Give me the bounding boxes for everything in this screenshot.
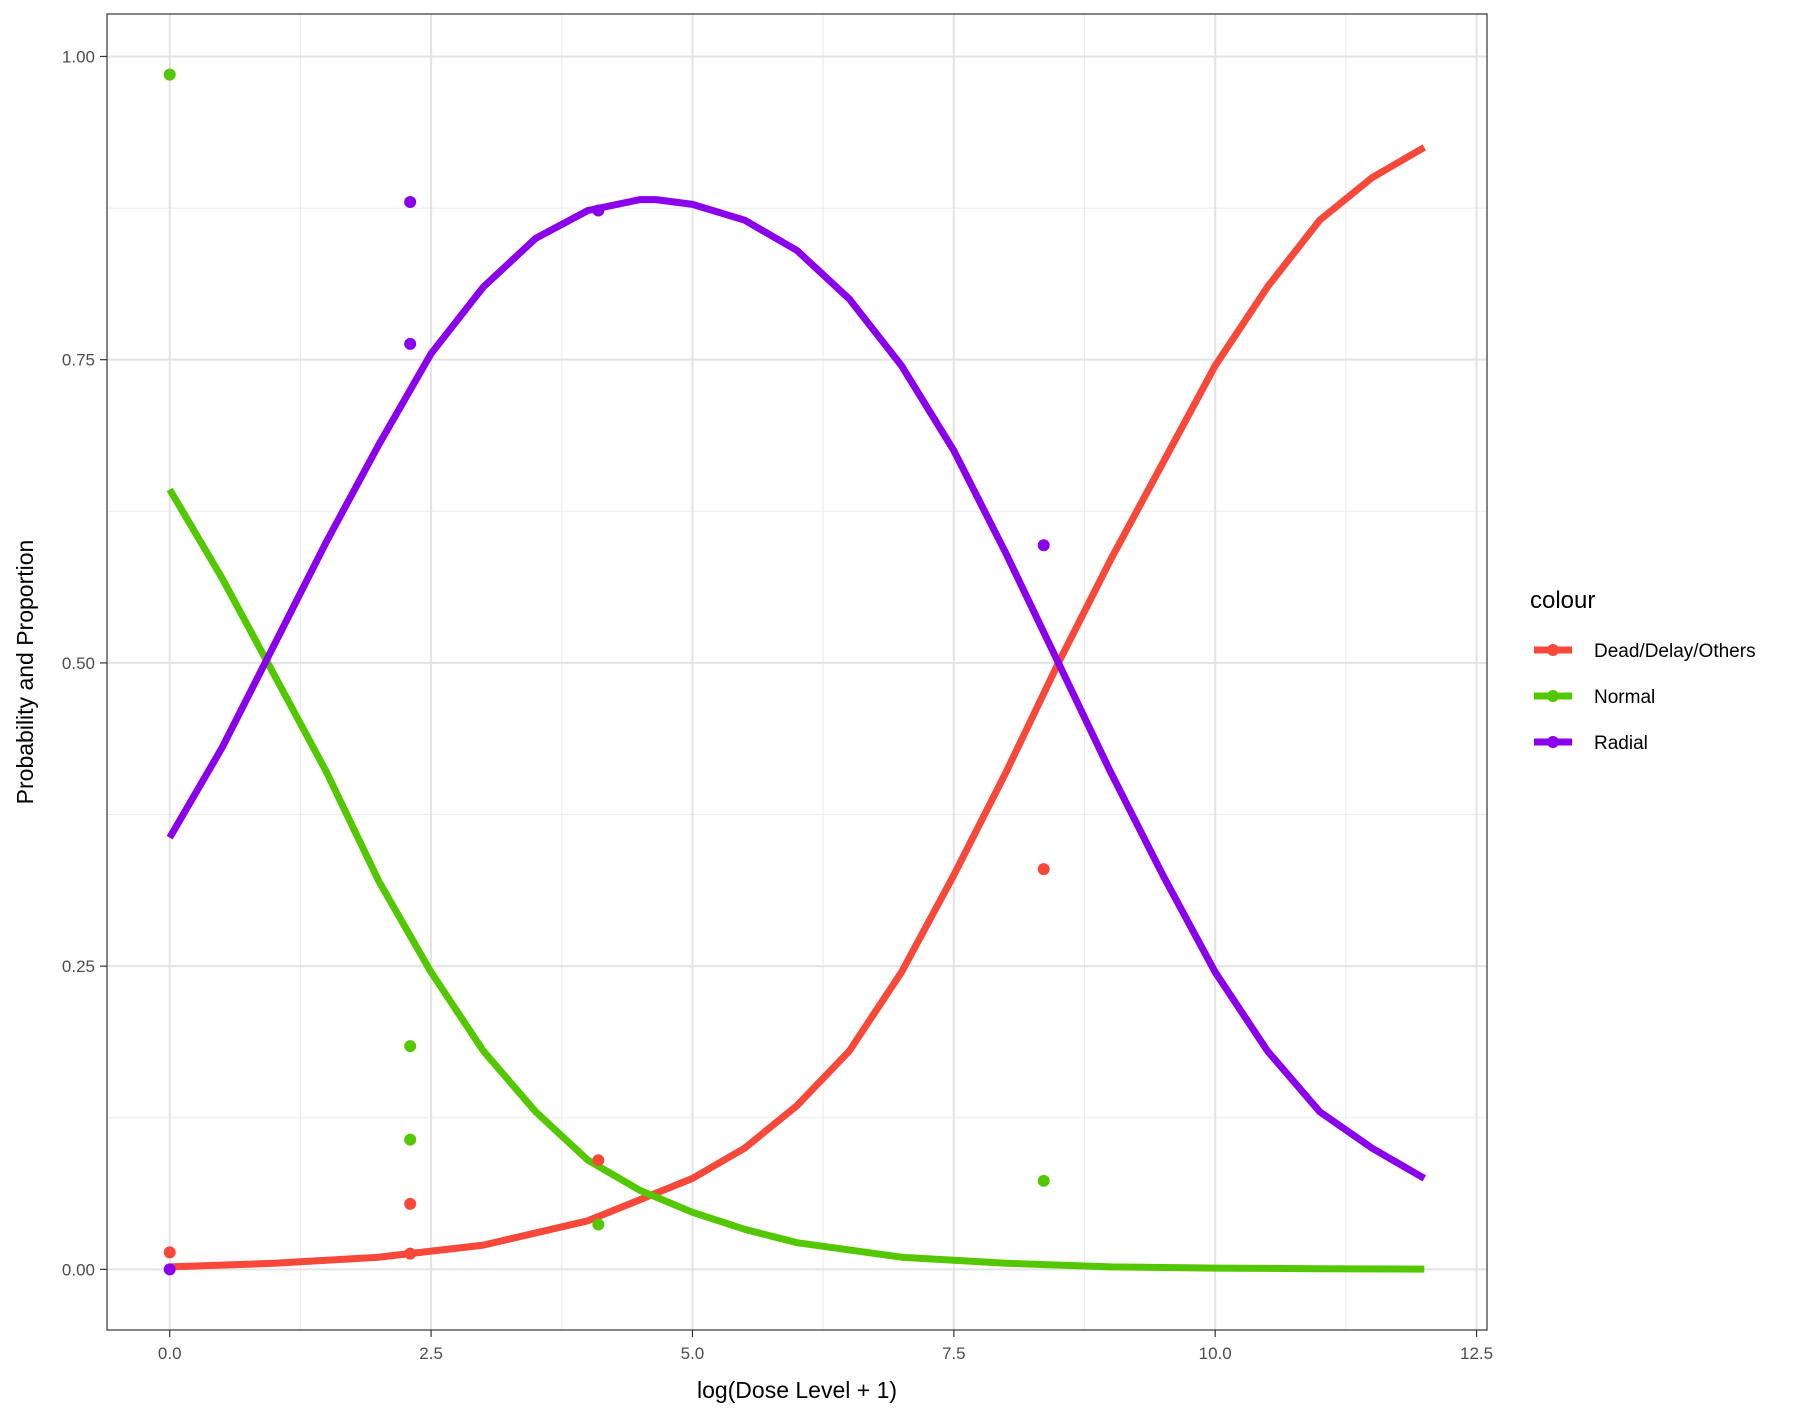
data-point-2 [592,204,605,217]
x-tick-label: 2.5 [419,1344,443,1363]
legend-key-point [1547,736,1559,748]
data-point-0 [404,1247,417,1260]
y-axis-title: Probability and Proportion [12,540,38,805]
data-point-0 [592,1154,605,1167]
y-tick-label: 0.00 [62,1260,95,1279]
data-point-1 [592,1218,605,1231]
panel-border [106,13,1488,1331]
legend: colour Dead/Delay/Others Normal Radial [1530,587,1756,754]
data-point-1 [404,1040,417,1053]
y-tick-label: 0.50 [62,654,95,673]
x-tick-label: 7.5 [942,1344,966,1363]
x-axis: 0.0 2.5 5.0 7.5 10.0 12.5 [158,1330,1493,1363]
data-point-2 [404,196,417,208]
x-tick-label: 12.5 [1460,1344,1493,1363]
data-point-0 [404,1197,417,1210]
x-tick-label: 0.0 [158,1344,182,1363]
legend-key-point [1547,690,1559,702]
series-curve-1 [166,487,1425,1273]
y-tick-label: 0.25 [62,957,95,976]
x-tick-label: 10.0 [1199,1344,1232,1363]
legend-label: Normal [1594,687,1655,708]
grid [107,14,1487,1330]
data-point-1 [404,1133,417,1146]
data-point-2 [163,1263,176,1276]
data-point-0 [163,1246,176,1259]
data-point-1 [163,68,176,81]
y-axis: 0.00 0.25 0.50 0.75 1.00 [62,47,107,1279]
legend-label: Radial [1594,733,1648,754]
points [163,68,1050,1276]
legend-title: colour [1530,587,1595,614]
x-axis-title: log(Dose Level + 1) [697,1377,897,1403]
curves [166,144,1427,1273]
legend-label: Dead/Delay/Others [1594,641,1756,662]
data-point-2 [404,337,417,350]
data-point-0 [1037,863,1050,876]
y-tick-label: 1.00 [62,47,95,66]
x-tick-label: 5.0 [681,1344,705,1363]
series-curve-2 [166,196,1427,1182]
data-point-2 [1037,539,1050,552]
data-point-1 [1037,1174,1050,1187]
legend-key-point [1547,644,1559,656]
y-tick-label: 0.75 [62,351,95,370]
series-curve-0 [169,144,1427,1271]
